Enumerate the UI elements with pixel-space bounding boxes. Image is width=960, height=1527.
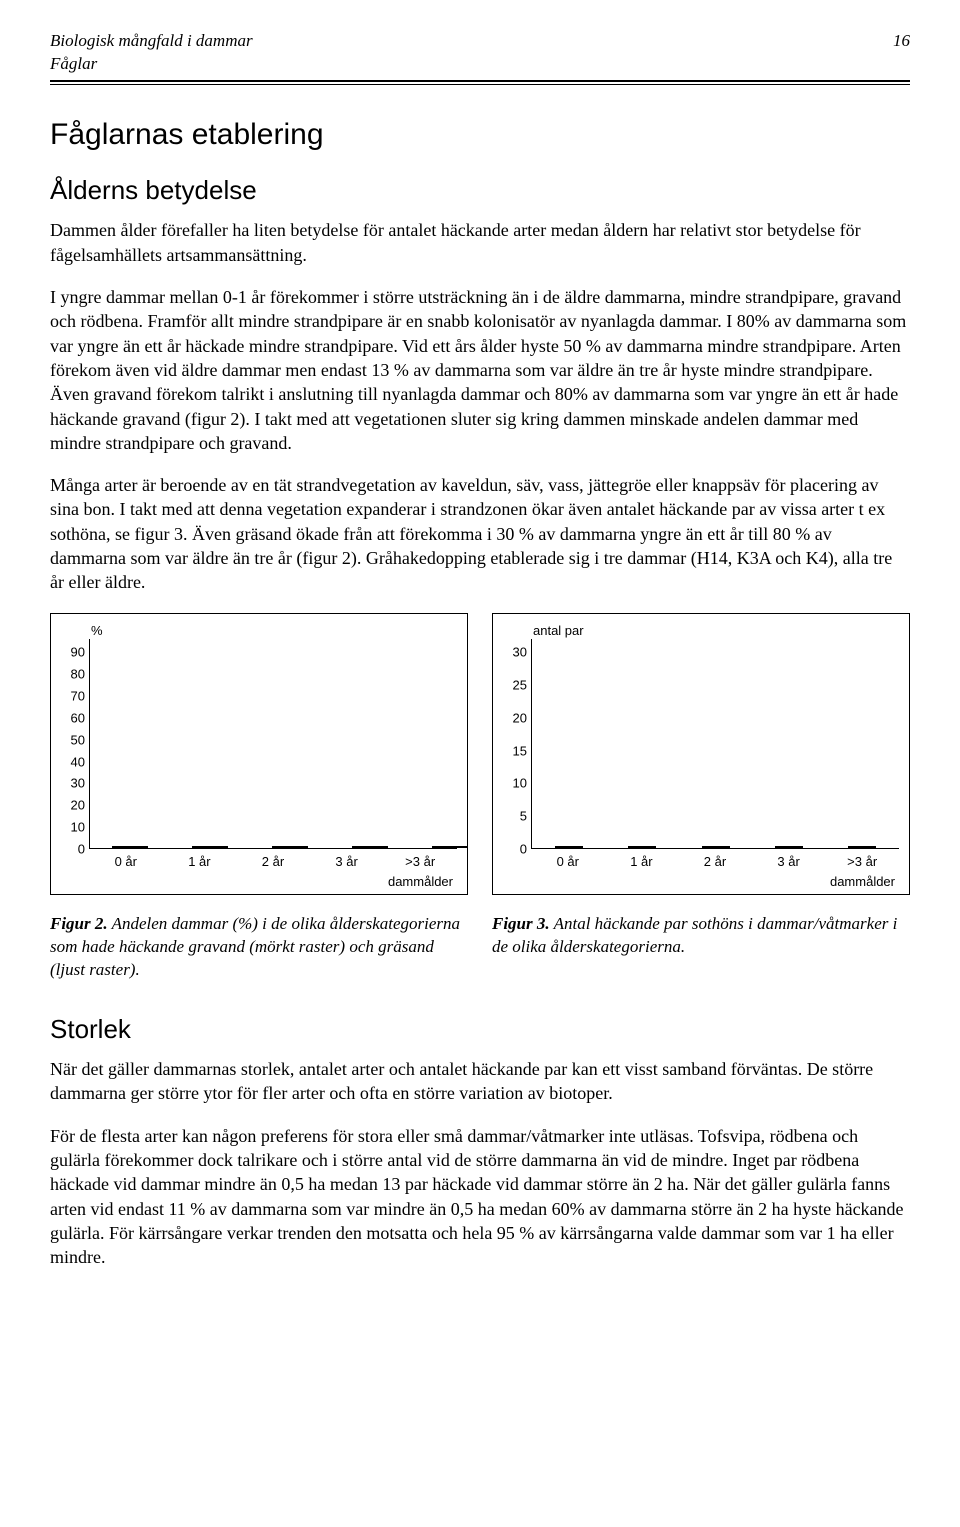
body-paragraph: När det gäller dammarnas storlek, antale… — [50, 1057, 910, 1106]
figure-caption: Figur 3. Antal häckande par sothöns i da… — [492, 913, 910, 982]
body-paragraph: För de flesta arter kan någon preferens … — [50, 1124, 910, 1270]
bar — [130, 846, 148, 848]
body-paragraph: Dammen ålder förefaller ha liten betydel… — [50, 218, 910, 267]
bar-group — [410, 846, 490, 848]
bar-group — [170, 846, 250, 848]
bar-group — [330, 846, 410, 848]
chart-figure-2: % 0 10 20 30 40 50 60 70 80 90 0 år1 år2 år3 år>3… — [50, 613, 468, 896]
figure-label: Figur 2. — [50, 914, 108, 933]
bar — [370, 846, 388, 848]
figure-caption: Figur 2. Andelen dammar (%) i de olika å… — [50, 913, 468, 982]
y-tick-label: 10 — [513, 777, 527, 790]
bar — [352, 846, 370, 848]
subsection-heading: Ålderns betydelse — [50, 173, 910, 208]
chart-figure-3: antal par 0 5 10 15 20 25 30 0 år1 år2 år3 år>… — [492, 613, 910, 896]
figure-label: Figur 3. — [492, 914, 550, 933]
y-tick-label: 60 — [71, 711, 85, 724]
x-tick-label: 0 år — [531, 853, 605, 871]
x-axis: 0 år1 år2 år3 år>3 år — [89, 853, 457, 871]
y-tick-label: 20 — [71, 799, 85, 812]
bar-group — [826, 846, 899, 848]
bar — [192, 846, 210, 848]
page-number: 16 — [893, 30, 910, 53]
bar-group — [752, 846, 825, 848]
bar-group — [250, 846, 330, 848]
bar — [848, 846, 876, 848]
y-tick-label: 25 — [513, 679, 527, 692]
chart-bars — [531, 639, 899, 849]
figure-text: Antal häckande par sothöns i dammar/våtm… — [492, 914, 897, 956]
bar-group — [90, 846, 170, 848]
bar — [775, 846, 803, 848]
chart-plot: 051015202530 — [503, 639, 899, 849]
x-tick-label: 3 år — [310, 853, 384, 871]
y-tick-label: 5 — [520, 810, 527, 823]
bar — [450, 846, 468, 848]
section-heading: Fåglarnas etablering — [50, 115, 910, 156]
divider — [50, 84, 910, 85]
y-tick-label: 0 — [520, 843, 527, 856]
subsection-heading: Storlek — [50, 1012, 910, 1047]
bar-group — [605, 846, 678, 848]
body-paragraph: Många arter är beroende av en tät strand… — [50, 473, 910, 594]
y-unit-label: % — [91, 622, 457, 640]
x-axis-label: dammålder — [61, 873, 457, 891]
y-unit-label: antal par — [533, 622, 899, 640]
x-axis-label: dammålder — [503, 873, 899, 891]
page-header: Biologisk mångfald i dammar 16 — [50, 30, 910, 53]
bar-group — [679, 846, 752, 848]
y-tick-label: 90 — [71, 646, 85, 659]
x-tick-label: >3 år — [825, 853, 899, 871]
y-tick-label: 40 — [71, 755, 85, 768]
y-axis: 0102030405060708090 — [61, 639, 89, 849]
x-tick-label: 2 år — [678, 853, 752, 871]
y-tick-label: 80 — [71, 668, 85, 681]
bar — [210, 846, 228, 848]
bar — [432, 846, 450, 848]
x-tick-label: >3 år — [383, 853, 457, 871]
bar — [628, 846, 656, 848]
bar — [555, 846, 583, 848]
bar — [290, 846, 308, 848]
y-tick-label: 70 — [71, 689, 85, 702]
x-tick-label: 1 år — [605, 853, 679, 871]
charts-row: % 0102030405060708090 0 år1 år2 år3 år>3… — [50, 613, 910, 896]
bar — [702, 846, 730, 848]
captions-row: Figur 2. Andelen dammar (%) i de olika å… — [50, 913, 910, 982]
chart-bars — [89, 639, 457, 849]
y-tick-label: 20 — [513, 711, 527, 724]
x-tick-label: 1 år — [163, 853, 237, 871]
bar — [112, 846, 130, 848]
y-tick-label: 0 — [78, 843, 85, 856]
bar — [272, 846, 290, 848]
y-axis: 051015202530 — [503, 639, 531, 849]
header-subtitle: Fåglar — [50, 53, 910, 76]
bar-group — [532, 846, 605, 848]
y-tick-label: 30 — [513, 646, 527, 659]
x-axis: 0 år1 år2 år3 år>3 år — [531, 853, 899, 871]
x-tick-label: 2 år — [236, 853, 310, 871]
y-tick-label: 15 — [513, 744, 527, 757]
divider — [50, 80, 910, 82]
body-paragraph: I yngre dammar mellan 0-1 år förekommer … — [50, 285, 910, 455]
chart-plot: 0102030405060708090 — [61, 639, 457, 849]
y-tick-label: 10 — [71, 821, 85, 834]
x-tick-label: 0 år — [89, 853, 163, 871]
y-tick-label: 50 — [71, 733, 85, 746]
y-tick-label: 30 — [71, 777, 85, 790]
header-title: Biologisk mångfald i dammar — [50, 30, 253, 53]
figure-text: Andelen dammar (%) i de olika ålderskate… — [50, 914, 460, 979]
x-tick-label: 3 år — [752, 853, 826, 871]
